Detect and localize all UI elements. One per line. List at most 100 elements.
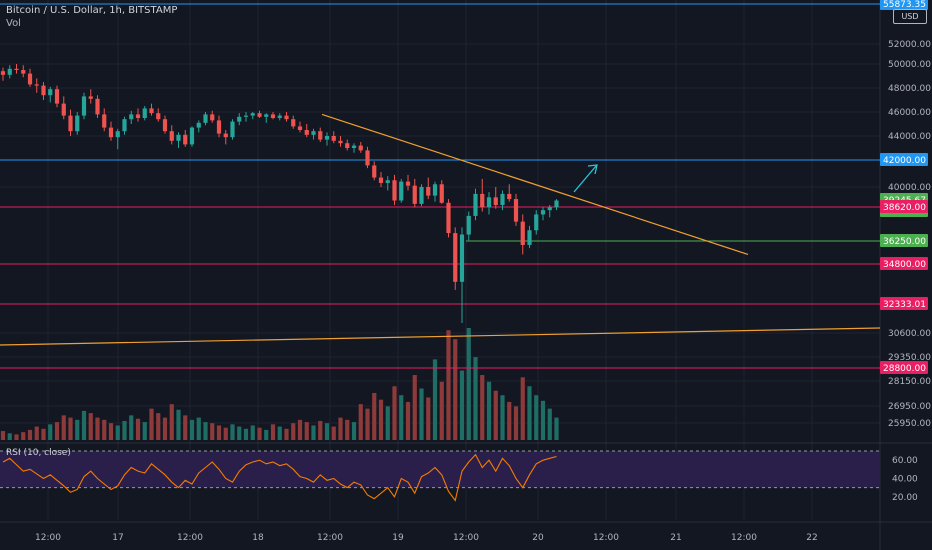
volume-bar	[338, 417, 343, 440]
candle-body[interactable]	[358, 145, 363, 151]
volume-label: Vol	[6, 18, 21, 29]
candle-body[interactable]	[129, 114, 134, 120]
candle-body[interactable]	[399, 181, 404, 201]
price-level-label: 38620.00	[883, 203, 926, 213]
volume-bar	[547, 408, 552, 440]
time-tick-label: 19	[392, 533, 404, 543]
candle-body[interactable]	[135, 114, 141, 118]
candle-body[interactable]	[122, 119, 127, 132]
candle-body[interactable]	[426, 187, 431, 196]
candle-body[interactable]	[264, 114, 269, 117]
candle-body[interactable]	[61, 103, 66, 116]
candle-body[interactable]	[156, 113, 161, 120]
candle-body[interactable]	[311, 131, 316, 135]
descending-trendline[interactable]	[321, 113, 749, 256]
candle-body[interactable]	[68, 115, 73, 132]
rsi-line[interactable]	[2, 453, 557, 502]
candle-body[interactable]	[102, 114, 107, 128]
candle-body[interactable]	[297, 126, 303, 130]
candle-body[interactable]	[223, 133, 228, 138]
candle-body[interactable]	[439, 184, 444, 203]
candle-body[interactable]	[108, 127, 114, 138]
candle-body[interactable]	[534, 214, 539, 231]
candle-body[interactable]	[486, 197, 492, 208]
candle-body[interactable]	[480, 193, 485, 208]
candle-body[interactable]	[385, 180, 390, 183]
candle-body[interactable]	[169, 131, 174, 141]
candle-body[interactable]	[216, 120, 222, 134]
candle-body[interactable]	[405, 181, 411, 186]
candle-body[interactable]	[324, 136, 330, 140]
candle-body[interactable]	[142, 108, 147, 118]
arrow-annotation[interactable]	[573, 165, 597, 193]
candle-body[interactable]	[392, 180, 397, 201]
candle-body[interactable]	[277, 115, 282, 118]
candle-body[interactable]	[183, 134, 188, 145]
candle-body[interactable]	[351, 145, 357, 148]
candle-body[interactable]	[149, 108, 154, 114]
candle-body[interactable]	[500, 193, 505, 205]
candle-body[interactable]	[88, 96, 93, 99]
candle-body[interactable]	[338, 140, 343, 144]
candle-body[interactable]	[554, 200, 559, 208]
candle-body[interactable]	[459, 234, 465, 282]
candle-body[interactable]	[453, 233, 458, 282]
candle-body[interactable]	[412, 185, 417, 204]
candle-body[interactable]	[48, 89, 53, 96]
candle-body[interactable]	[473, 193, 478, 216]
candle-body[interactable]	[540, 210, 546, 215]
candle-body[interactable]	[14, 68, 19, 70]
candle-body[interactable]	[432, 184, 438, 196]
candle-body[interactable]	[372, 165, 377, 178]
candle-body[interactable]	[243, 115, 249, 117]
candle-body[interactable]	[527, 230, 532, 245]
candle-body[interactable]	[547, 207, 552, 211]
candle-body[interactable]	[331, 136, 336, 141]
candle-body[interactable]	[257, 113, 262, 117]
candle-body[interactable]	[466, 215, 471, 235]
price-level-label: 28800.00	[883, 364, 926, 374]
candle-body[interactable]	[95, 98, 100, 115]
candle-body[interactable]	[284, 115, 289, 120]
candle-body[interactable]	[81, 96, 87, 116]
candle-body[interactable]	[291, 119, 296, 127]
candle-body[interactable]	[115, 131, 120, 138]
candle-body[interactable]	[0, 71, 6, 75]
candle-body[interactable]	[318, 131, 323, 140]
symbol-title[interactable]: Bitcoin / U.S. Dollar, 1h, BITSTAMP	[6, 5, 178, 16]
candle-body[interactable]	[7, 68, 12, 75]
currency-button[interactable]: USD	[893, 9, 927, 24]
candle-body[interactable]	[162, 119, 168, 132]
candle-body[interactable]	[75, 115, 80, 132]
candle-body[interactable]	[304, 130, 309, 135]
candle-body[interactable]	[54, 89, 60, 104]
candle-body[interactable]	[513, 199, 519, 222]
volume-bar	[466, 328, 471, 440]
candle-body[interactable]	[210, 114, 215, 121]
candle-body[interactable]	[41, 85, 46, 96]
candle-body[interactable]	[203, 114, 208, 123]
candle-body[interactable]	[196, 122, 201, 128]
candle-body[interactable]	[378, 177, 384, 183]
candle-body[interactable]	[237, 116, 242, 122]
candle-body[interactable]	[520, 221, 525, 245]
candle-body[interactable]	[189, 127, 195, 145]
candle-body[interactable]	[507, 193, 512, 200]
ascending-trendline[interactable]	[0, 327, 881, 346]
candle-body[interactable]	[419, 187, 424, 204]
candle-body[interactable]	[27, 73, 33, 85]
candle-body[interactable]	[34, 84, 39, 86]
candle-body[interactable]	[270, 114, 276, 118]
candle-body[interactable]	[493, 197, 498, 205]
candle-body[interactable]	[176, 134, 181, 141]
candle-body[interactable]	[345, 143, 350, 148]
candle-body[interactable]	[365, 150, 370, 166]
candle-body[interactable]	[21, 70, 26, 74]
candle-body[interactable]	[230, 121, 235, 138]
volume-bar	[304, 422, 309, 440]
candle-body[interactable]	[250, 113, 255, 116]
volume-bar	[54, 422, 60, 440]
candle-body[interactable]	[446, 202, 451, 234]
volume-bar	[480, 375, 485, 440]
